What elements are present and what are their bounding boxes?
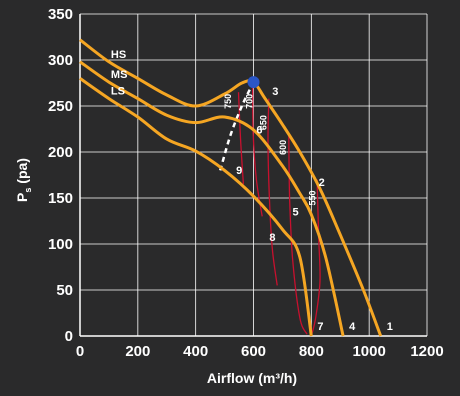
iso-line-label: 600 [278, 140, 288, 155]
y-axis-title-sub: s [23, 188, 33, 193]
series-label-hs: HS [111, 49, 126, 61]
fan-curve-ls [79, 77, 313, 337]
iso-line-750 [237, 92, 245, 185]
operating-point-label: 5 [293, 206, 299, 218]
y-axis-title-unit: (pa) [14, 158, 30, 188]
x-tick-label: 200 [125, 343, 150, 360]
iso-line-550 [310, 179, 321, 337]
y-axis-title-main: P [14, 193, 30, 202]
series-label-ms: MS [111, 69, 128, 81]
x-tick-label: 1200 [410, 343, 443, 360]
grid [79, 13, 428, 337]
iso-line-label: 550 [308, 190, 318, 205]
x-axis-title: Airflow (m³/h) [207, 370, 297, 386]
operating-point-label: 6 [256, 125, 262, 137]
y-tick-label: 300 [48, 52, 73, 69]
iso-line-600 [288, 133, 308, 335]
iso-line-label: 700 [245, 94, 255, 109]
chart-labels: 0 200 400 600 800 1000 1200 0 50 100 150 200 250 300 3… [48, 6, 444, 360]
y-tick-label: 150 [48, 190, 73, 207]
operating-point-label: 3 [272, 86, 278, 98]
operating-point-label: 8 [269, 232, 275, 244]
iso-line-650 [267, 98, 278, 286]
series-label-ls: LS [111, 86, 125, 98]
iso-line-label: 650 [259, 115, 269, 130]
y-tick-label: 200 [48, 144, 73, 161]
operating-point-label: 2 [319, 177, 325, 189]
fan-curve-ms [79, 60, 345, 337]
fan-curve-hs [79, 38, 383, 337]
y-tick-label: 100 [48, 236, 73, 253]
max-point-marker [247, 76, 260, 89]
max-pressure-line [219, 81, 255, 171]
x-tick-label: 600 [241, 343, 266, 360]
x-tick-label: 400 [183, 343, 208, 360]
y-tick-label: 250 [48, 98, 73, 115]
fan-curves [79, 38, 383, 337]
x-tick-label: 0 [76, 343, 84, 360]
curve-end-label: 4 [349, 321, 356, 333]
iso-line-label: 750 [223, 94, 233, 109]
x-tick-label: 1000 [352, 343, 385, 360]
y-tick-label: 0 [65, 328, 73, 345]
y-tick-label: 50 [56, 282, 73, 299]
curve-end-label: 1 [387, 321, 393, 333]
x-tick-label: 800 [299, 343, 324, 360]
svg-text:Ps (pa): Ps (pa) [14, 158, 33, 202]
y-axis-title: Ps (pa) [14, 158, 33, 202]
curve-end-label: 7 [317, 321, 323, 333]
y-tick-label: 350 [48, 6, 73, 23]
operating-point-label: 9 [236, 165, 242, 177]
